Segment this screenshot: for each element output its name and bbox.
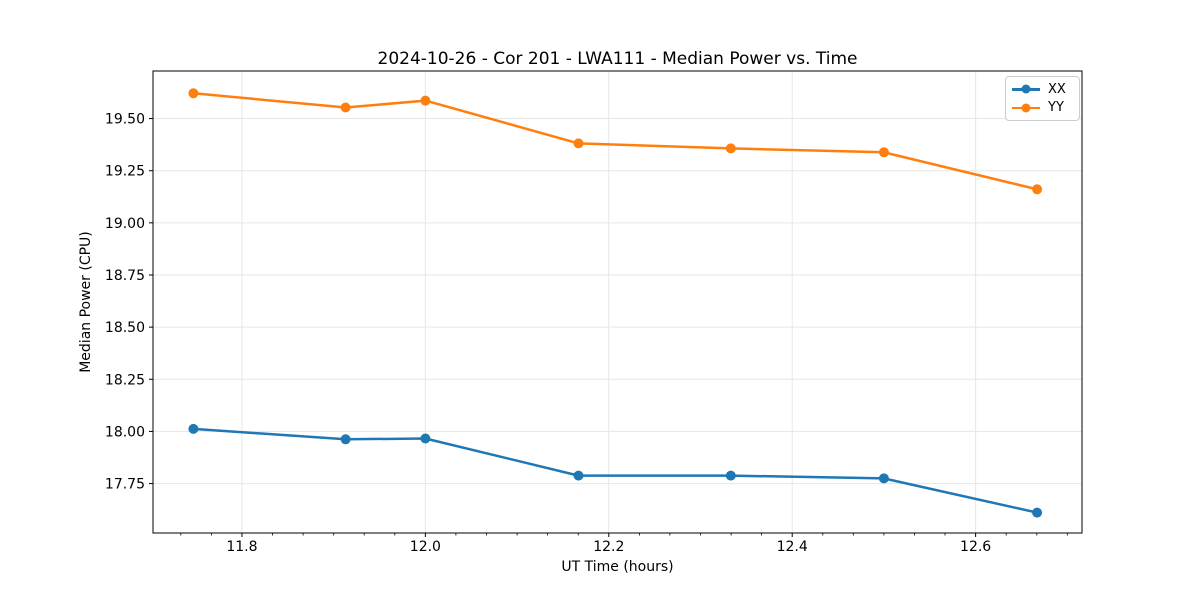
legend-marker-yy-icon bbox=[1012, 102, 1040, 113]
svg-text:12.4: 12.4 bbox=[777, 539, 808, 555]
x-axis-label: UT Time (hours) bbox=[561, 559, 674, 575]
svg-text:12.0: 12.0 bbox=[410, 539, 441, 555]
svg-text:19.50: 19.50 bbox=[105, 112, 145, 128]
legend-label-xx: XX bbox=[1048, 81, 1066, 97]
svg-text:12.2: 12.2 bbox=[593, 539, 624, 555]
legend-item-yy: YY bbox=[1012, 101, 1073, 114]
svg-text:18.50: 18.50 bbox=[105, 320, 145, 336]
svg-text:19.25: 19.25 bbox=[105, 164, 145, 180]
svg-text:12.6: 12.6 bbox=[960, 539, 991, 555]
y-axis-label: Median Power (CPU) bbox=[78, 231, 94, 373]
legend-item-xx: XX bbox=[1012, 83, 1073, 96]
legend-label-yy: YY bbox=[1048, 100, 1064, 116]
legend-marker-xx-icon bbox=[1012, 84, 1040, 95]
chart-title: 2024-10-26 - Cor 201 - LWA111 - Median P… bbox=[377, 49, 858, 69]
svg-text:18.75: 18.75 bbox=[105, 268, 145, 284]
svg-text:18.00: 18.00 bbox=[105, 424, 145, 440]
legend: XX YY bbox=[1005, 76, 1080, 121]
svg-text:17.75: 17.75 bbox=[105, 477, 145, 493]
svg-text:11.8: 11.8 bbox=[226, 539, 257, 555]
svg-text:18.25: 18.25 bbox=[105, 372, 145, 388]
svg-text:19.00: 19.00 bbox=[105, 216, 145, 232]
